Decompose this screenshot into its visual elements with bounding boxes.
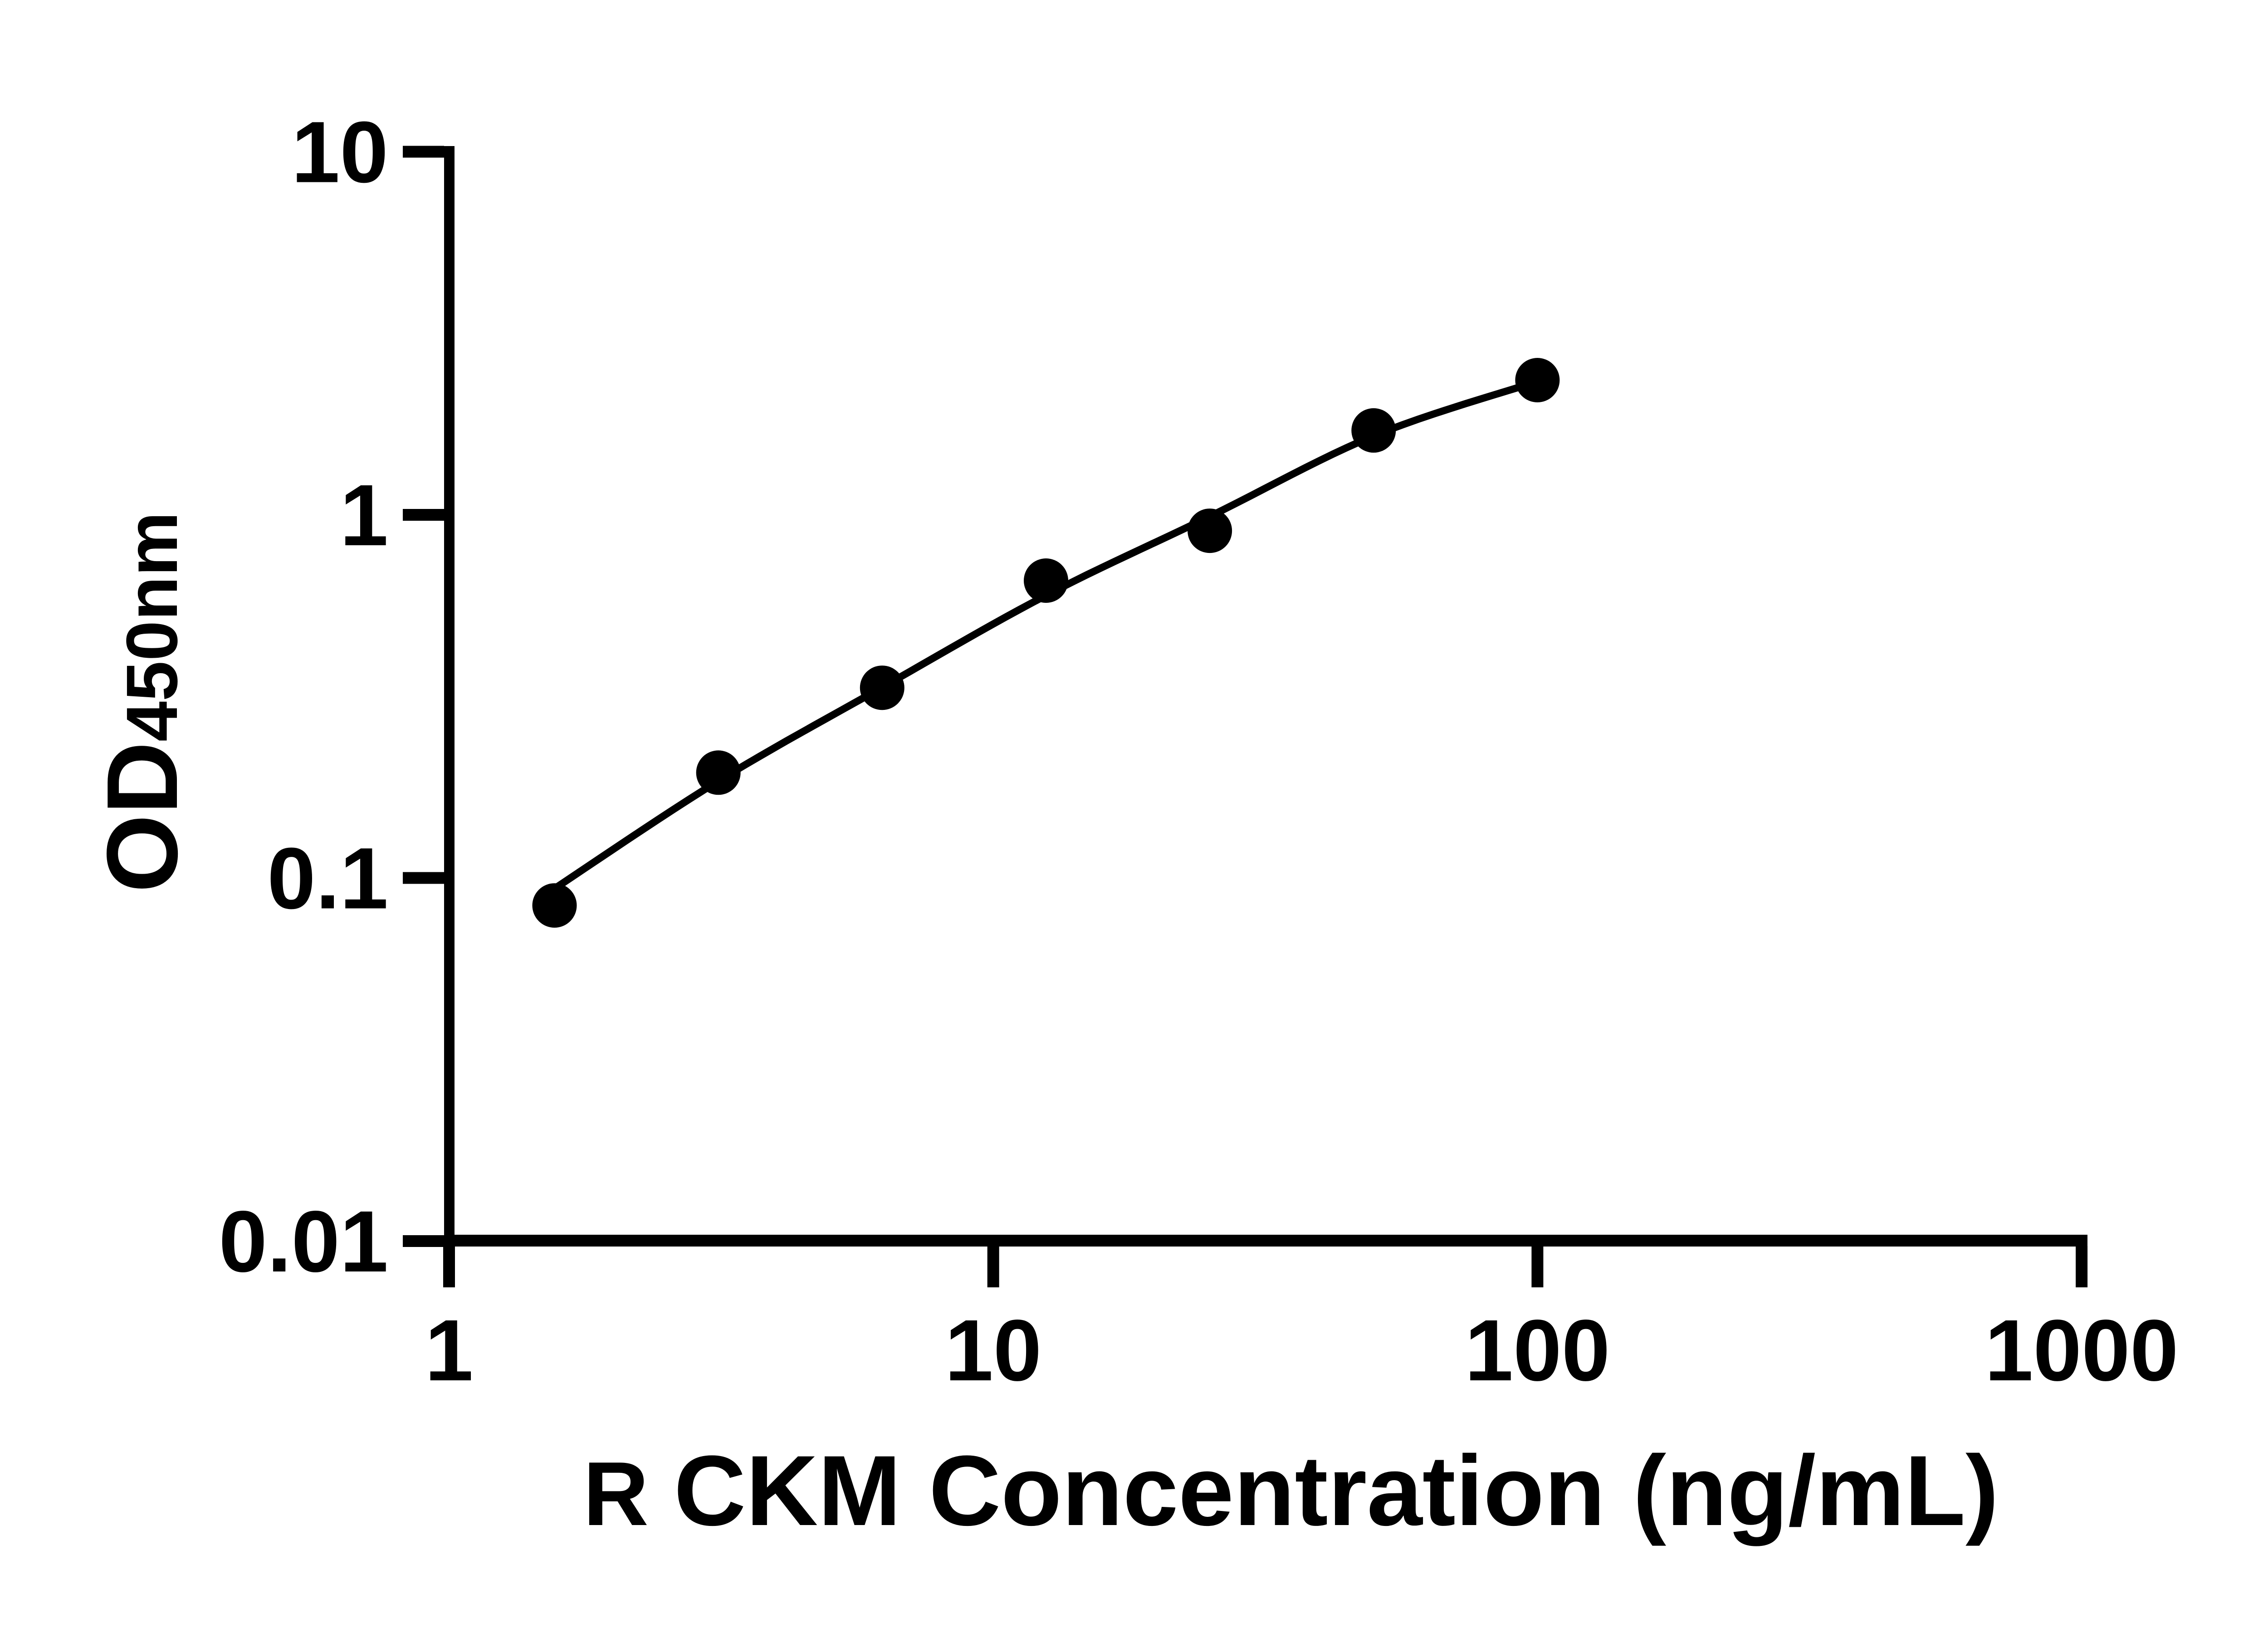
- y-tick: [403, 146, 444, 158]
- x-tick-label: 100: [1465, 1301, 1610, 1399]
- x-tick: [987, 1246, 999, 1287]
- data-point-marker: [532, 883, 577, 928]
- y-axis-line: [444, 146, 455, 1247]
- axis-tick-layer: 10 1 0.1 0.01 1 10 100 1000: [219, 103, 2178, 1399]
- x-tick: [443, 1246, 455, 1287]
- data-point-marker: [860, 665, 904, 710]
- x-tick: [2076, 1246, 2088, 1287]
- x-axis-title-prefix: R: [583, 1443, 674, 1545]
- y-tick: [403, 872, 444, 884]
- x-tick-label: 10: [945, 1301, 1042, 1399]
- y-axis-title-main: OD: [86, 742, 199, 893]
- data-point-layer: [532, 358, 1560, 928]
- data-point-marker: [696, 750, 741, 795]
- y-tick-label: 0.1: [267, 830, 388, 927]
- y-tick-label: 1: [340, 466, 388, 564]
- y-tick-label: 10: [291, 103, 388, 201]
- x-tick: [1531, 1246, 1544, 1287]
- x-tick-label: 1000: [1985, 1301, 2179, 1399]
- data-point-marker: [1351, 408, 1396, 453]
- data-point-marker: [1024, 558, 1068, 603]
- x-axis-title: R CKM Concentration (ng/mL): [583, 1435, 1999, 1546]
- y-tick: [403, 1235, 444, 1247]
- y-tick: [403, 509, 444, 521]
- y-axis-title: OD450nm: [86, 512, 199, 893]
- x-axis-title-text: CKM Concentration (ng/mL): [674, 1435, 1999, 1546]
- y-axis-title-subscript: 450nm: [111, 512, 192, 742]
- data-point-marker: [1188, 508, 1232, 553]
- y-tick-label: 0.01: [219, 1193, 388, 1290]
- data-point-marker: [1515, 358, 1560, 402]
- x-axis-line: [444, 1235, 2087, 1247]
- x-tick-label: 1: [425, 1301, 474, 1399]
